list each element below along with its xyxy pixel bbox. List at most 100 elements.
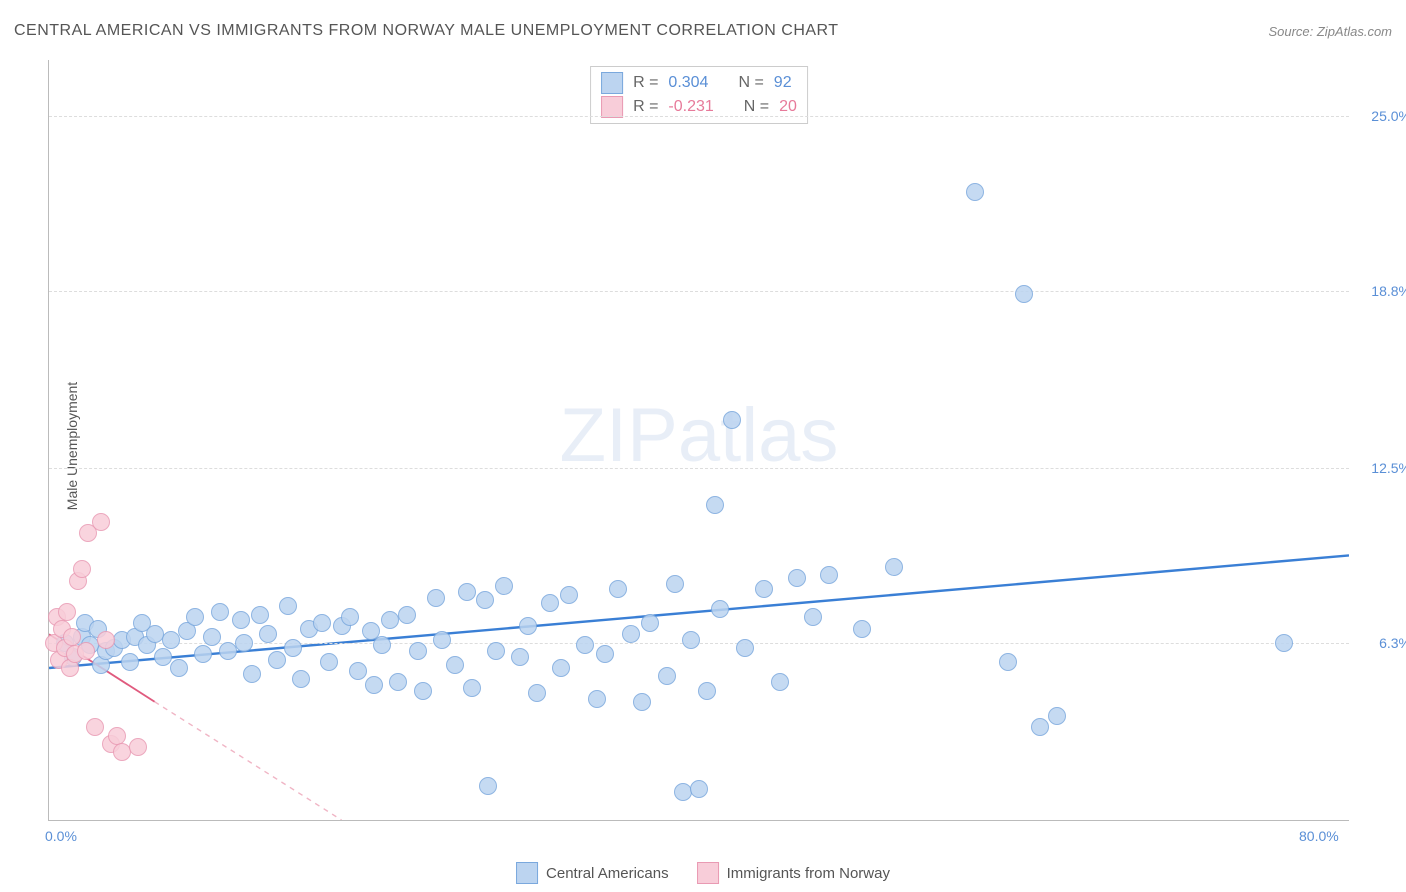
- scatter-point: [121, 653, 139, 671]
- scatter-point: [682, 631, 700, 649]
- scatter-point: [232, 611, 250, 629]
- scatter-point: [243, 665, 261, 683]
- scatter-point: [446, 656, 464, 674]
- legend-item: Central Americans: [516, 862, 669, 884]
- scatter-point: [698, 682, 716, 700]
- scatter-point: [633, 693, 651, 711]
- scatter-point: [194, 645, 212, 663]
- legend-label: Immigrants from Norway: [727, 865, 890, 882]
- stat-n-value: 92: [774, 71, 792, 95]
- y-tick-label: 12.5%: [1371, 460, 1406, 476]
- scatter-point: [398, 606, 416, 624]
- scatter-point: [203, 628, 221, 646]
- scatter-point: [433, 631, 451, 649]
- gridline: [49, 291, 1349, 292]
- scatter-point: [341, 608, 359, 626]
- scatter-point: [706, 496, 724, 514]
- chart-title: CENTRAL AMERICAN VS IMMIGRANTS FROM NORW…: [14, 22, 839, 40]
- scatter-point: [528, 684, 546, 702]
- scatter-point: [596, 645, 614, 663]
- scatter-point: [560, 586, 578, 604]
- scatter-point: [541, 594, 559, 612]
- scatter-point: [162, 631, 180, 649]
- scatter-point: [58, 603, 76, 621]
- legend-swatch: [601, 72, 623, 94]
- plot-area: ZIPatlas R = 0.304N = 92R = -0.231N = 20…: [48, 60, 1349, 821]
- scatter-point: [999, 653, 1017, 671]
- scatter-point: [511, 648, 529, 666]
- scatter-point: [259, 625, 277, 643]
- scatter-point: [129, 738, 147, 756]
- scatter-point: [658, 667, 676, 685]
- scatter-point: [788, 569, 806, 587]
- scatter-point: [373, 636, 391, 654]
- scatter-point: [552, 659, 570, 677]
- scatter-point: [666, 575, 684, 593]
- scatter-point: [711, 600, 729, 618]
- scatter-point: [755, 580, 773, 598]
- scatter-point: [320, 653, 338, 671]
- scatter-point: [609, 580, 627, 598]
- scatter-point: [186, 608, 204, 626]
- scatter-point: [73, 560, 91, 578]
- scatter-point: [736, 639, 754, 657]
- scatter-point: [235, 634, 253, 652]
- scatter-point: [1048, 707, 1066, 725]
- scatter-point: [170, 659, 188, 677]
- scatter-point: [1275, 634, 1293, 652]
- scatter-point: [458, 583, 476, 601]
- scatter-point: [92, 513, 110, 531]
- scatter-point: [349, 662, 367, 680]
- gridline: [49, 116, 1349, 117]
- scatter-point: [853, 620, 871, 638]
- scatter-point: [251, 606, 269, 624]
- scatter-point: [674, 783, 692, 801]
- scatter-point: [97, 631, 115, 649]
- scatter-point: [268, 651, 286, 669]
- y-tick-label: 18.8%: [1371, 283, 1406, 299]
- legend-label: Central Americans: [546, 865, 669, 882]
- stat-r-value: 0.304: [668, 71, 708, 95]
- scatter-point: [690, 780, 708, 798]
- chart-source: Source: ZipAtlas.com: [1268, 24, 1392, 39]
- scatter-point: [427, 589, 445, 607]
- scatter-point: [479, 777, 497, 795]
- scatter-point: [63, 628, 81, 646]
- legend-item: Immigrants from Norway: [697, 862, 890, 884]
- watermark: ZIPatlas: [560, 392, 839, 479]
- stats-legend-row: R = 0.304 N = 92: [601, 71, 797, 95]
- scatter-point: [409, 642, 427, 660]
- scatter-point: [966, 183, 984, 201]
- x-tick-label: 0.0%: [45, 828, 77, 844]
- scatter-point: [641, 614, 659, 632]
- legend-swatch: [601, 96, 623, 118]
- y-tick-label: 25.0%: [1371, 108, 1406, 124]
- scatter-point: [588, 690, 606, 708]
- stat-r-label: R =: [633, 71, 658, 95]
- x-tick-label: 80.0%: [1299, 828, 1339, 844]
- scatter-point: [519, 617, 537, 635]
- trend-lines: [49, 60, 1349, 820]
- scatter-point: [77, 642, 95, 660]
- scatter-point: [820, 566, 838, 584]
- scatter-point: [723, 411, 741, 429]
- scatter-point: [414, 682, 432, 700]
- scatter-point: [1015, 285, 1033, 303]
- scatter-point: [86, 718, 104, 736]
- gridline: [49, 468, 1349, 469]
- y-tick-label: 6.3%: [1379, 635, 1406, 651]
- scatter-point: [284, 639, 302, 657]
- scatter-point: [487, 642, 505, 660]
- scatter-point: [313, 614, 331, 632]
- scatter-point: [365, 676, 383, 694]
- legend-swatch: [697, 862, 719, 884]
- scatter-point: [154, 648, 172, 666]
- stat-n-label: N =: [738, 71, 763, 95]
- scatter-point: [885, 558, 903, 576]
- scatter-point: [463, 679, 481, 697]
- scatter-point: [495, 577, 513, 595]
- scatter-point: [804, 608, 822, 626]
- scatter-point: [389, 673, 407, 691]
- series-legend: Central Americans Immigrants from Norway: [516, 862, 890, 884]
- legend-swatch: [516, 862, 538, 884]
